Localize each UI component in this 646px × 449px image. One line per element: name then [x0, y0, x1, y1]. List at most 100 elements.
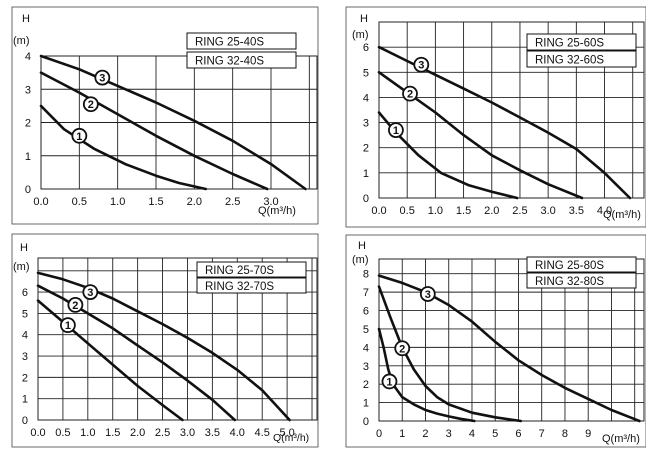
y-tick-label: 2 [25, 118, 31, 130]
chart-ring-80s: 1 2 3 0 1 2 3 4 5 6 7 8 9 0 1 2 3 4 5 6 7 8 H (m) Q(m³/h) R… [345, 234, 646, 448]
y-tick-label: 0 [363, 193, 369, 205]
curve-marker-3 [94, 69, 111, 86]
legend-box-row-2 [526, 272, 637, 289]
legend-label-ring-32: RING 32-40S [195, 56, 264, 68]
x-tick-label: 5.0 [279, 427, 294, 439]
y-tick-label: 5 [363, 67, 369, 79]
x-tick-label: 2.5 [225, 196, 240, 208]
x-tick-label: 8 [562, 428, 568, 440]
curve-label-3: 3 [87, 287, 93, 299]
curve-label-3: 3 [99, 73, 105, 85]
y-tick-label: 3 [22, 351, 28, 363]
curve-3 [36, 271, 291, 422]
x-tick-label: 1.5 [105, 427, 120, 439]
legend-label-ring-25: RING 25-60S [535, 38, 604, 50]
curve-marker-1 [381, 373, 398, 390]
legend-box-row-1 [196, 261, 307, 278]
curve-marker-2 [67, 296, 84, 313]
chart-ring-40s: 1 2 3 0.0 0.5 1.0 1.5 2.0 2.5 3.0 0 1 2 3 4 H (m) Q(… [11, 6, 319, 225]
x-tick-label: 0.0 [30, 427, 45, 439]
curve-marker-2 [394, 340, 411, 357]
x-tick-label: 2.5 [512, 205, 527, 217]
legend-label-ring-32: RING 32-60S [535, 55, 604, 67]
x-tick-label: 3.0 [263, 196, 278, 208]
legend-label-ring-32: RING 32-70S [205, 281, 274, 293]
curve-marker-1 [388, 122, 404, 139]
y-tick-label: 6 [22, 287, 28, 299]
y-axis-unit: (m) [352, 29, 369, 41]
y-tick-label: 0 [22, 415, 28, 427]
x-axis-label: Q(m³/h) [273, 432, 309, 444]
curve-marker-1 [71, 127, 88, 144]
curve-marker-3 [413, 56, 430, 73]
x-tick-label: 2.0 [484, 205, 499, 217]
legend-box-row-2 [526, 50, 637, 68]
curve-label-1: 1 [76, 131, 82, 143]
legend-box-row-2 [196, 277, 307, 294]
legend-label-ring-32: RING 32-80S [535, 276, 604, 288]
y-tick-label: 5 [22, 308, 28, 320]
x-tick-label: 0.5 [72, 196, 87, 208]
legend-box-row-2 [186, 51, 297, 69]
x-tick-label: 4.0 [230, 427, 245, 439]
chart-ring-70s: 123 0.0 0.5 1.0 1.5 2.0 2.5 3.0 3.5 4.0 4.5 5.0 01… [11, 233, 319, 448]
x-tick-label: 5 [492, 428, 498, 440]
y-tick-label: 2 [22, 372, 28, 384]
x-tick-label: 0 [376, 428, 382, 440]
curve-label-2: 2 [399, 343, 405, 355]
x-tick-label: 0.0 [33, 196, 48, 208]
curve-marker-3 [419, 286, 436, 302]
y-tick-label: 1 [363, 398, 369, 410]
legend-box-row-1 [526, 33, 637, 51]
y-axis-label: H [20, 242, 28, 254]
x-tick-label: 3 [446, 428, 452, 440]
plot-area [37, 257, 318, 421]
x-tick-label: 7 [539, 428, 545, 440]
y-tick-label: 8 [363, 269, 369, 281]
y-tick-label: 4 [22, 330, 28, 342]
chart-frame [11, 233, 319, 448]
y-tick-label: 4 [363, 342, 369, 354]
curve-marker-2 [82, 96, 99, 113]
y-tick-label: 4 [363, 92, 369, 104]
curve-2 [39, 71, 269, 191]
y-tick-label: 2 [363, 379, 369, 391]
legend-label-ring-25: RING 25-70S [205, 265, 274, 277]
x-tick-label: 4 [469, 428, 475, 440]
x-tick-label: 3.0 [541, 205, 556, 217]
x-tick-label: 1.0 [428, 205, 443, 217]
x-tick-label: 6 [515, 428, 521, 440]
x-tick-label: 1.5 [456, 205, 471, 217]
curve-label-1: 1 [393, 125, 399, 137]
x-tick-label: 3.5 [569, 205, 584, 217]
y-tick-label: 6 [363, 306, 369, 318]
chart-ring-60s: 123 0.0 0.5 1.0 1.5 2.0 2.5 3.0 3.5 4.0 0123456 … [345, 6, 646, 228]
y-tick-label: 1 [363, 168, 369, 180]
x-tick-label: 3.5 [205, 427, 220, 439]
x-tick-label: 2.0 [130, 427, 145, 439]
plot-area [378, 258, 645, 422]
legend-label-ring-25: RING 25-80S [535, 260, 604, 272]
y-axis-label: H [360, 13, 368, 25]
legend-label-ring-25: RING 25-40S [195, 37, 264, 49]
x-tick-label: 2 [422, 428, 428, 440]
curve-1 [39, 104, 208, 191]
y-tick-label: 7 [363, 287, 369, 299]
x-axis-label: Q(m³/h) [603, 209, 641, 221]
curve-marker-1 [59, 317, 76, 334]
curve-3 [39, 54, 307, 191]
y-tick-label: 6 [363, 42, 369, 54]
curve-2 [36, 284, 237, 422]
x-tick-label: 2.0 [187, 196, 202, 208]
x-tick-label: 4.5 [255, 427, 270, 439]
y-tick-label: 4 [25, 51, 31, 63]
x-tick-label: 0.5 [400, 205, 415, 217]
x-tick-label: 2.5 [155, 427, 170, 439]
x-tick-label: 1.0 [110, 196, 125, 208]
x-tick-label: 1.5 [148, 196, 163, 208]
chart-frame [345, 234, 646, 448]
y-tick-label: 1 [25, 151, 31, 163]
plot-area [378, 21, 645, 199]
curve-marker-2 [402, 85, 418, 102]
